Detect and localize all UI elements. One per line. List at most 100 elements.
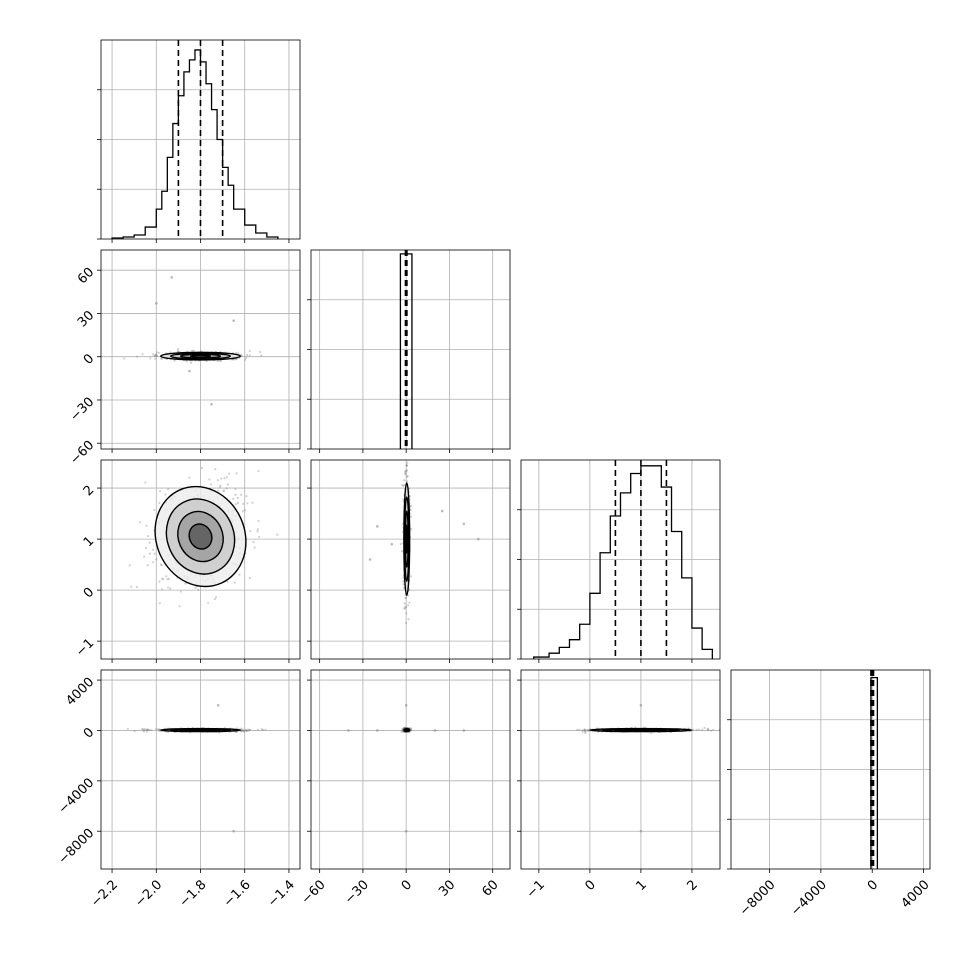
sample-point	[226, 483, 229, 486]
sample-point	[241, 510, 245, 513]
sample-point	[145, 524, 148, 527]
sample-point	[404, 469, 407, 472]
sample-point	[698, 728, 701, 731]
sample-point	[190, 349, 194, 352]
x-tick-label: −1.4	[265, 877, 298, 910]
sample-point	[146, 534, 150, 538]
sample-point	[151, 353, 155, 356]
sample-point	[245, 728, 248, 732]
sample-point	[123, 357, 126, 360]
outlier-point	[462, 522, 466, 526]
sample-point	[217, 489, 220, 492]
outlier-point	[216, 703, 220, 707]
sample-point	[650, 731, 653, 735]
sample-point	[227, 472, 231, 475]
contour-line	[154, 485, 247, 588]
sample-point	[232, 497, 235, 500]
sample-point	[409, 728, 413, 731]
sample-point	[256, 728, 259, 731]
outlier-point	[154, 302, 158, 305]
sample-point	[145, 730, 149, 733]
sample-point	[401, 727, 404, 731]
sample-point	[235, 472, 238, 475]
y-tick-label: −4000	[56, 776, 98, 818]
sample-point	[157, 728, 160, 731]
sample-point	[153, 552, 156, 555]
sample-point	[261, 728, 265, 731]
x-tick-label: −1.8	[177, 877, 210, 910]
sample-point	[158, 729, 161, 732]
sample-point	[405, 457, 407, 459]
sample-point	[179, 590, 182, 593]
sample-point	[576, 728, 579, 732]
sample-point	[707, 729, 710, 732]
sample-point	[146, 564, 149, 567]
sample-point	[165, 575, 168, 578]
outlier-point	[170, 276, 174, 279]
sample-point	[695, 728, 698, 731]
y-tick-label: −8000	[56, 826, 98, 868]
outlier-point	[433, 729, 437, 732]
sample-point	[240, 354, 243, 357]
sample-point	[248, 354, 251, 357]
sample-point	[248, 728, 251, 731]
sample-point	[160, 564, 163, 567]
sample-point	[169, 587, 172, 590]
outlier-point	[440, 509, 444, 513]
sample-point	[709, 729, 713, 732]
x-tick-label: −8000	[737, 877, 779, 919]
contour-line	[405, 524, 409, 554]
x-tick-label: −60	[299, 877, 329, 907]
x-tick-label: 0	[399, 877, 415, 893]
sample-point	[146, 728, 149, 731]
contour-line	[177, 510, 224, 563]
sample-point	[194, 586, 197, 589]
sample-point	[185, 360, 188, 363]
sample-point	[405, 470, 408, 473]
sample-point	[225, 487, 228, 490]
sample-point	[135, 585, 138, 589]
sample-point	[405, 480, 409, 483]
sample-point	[246, 728, 250, 731]
sample-point	[586, 728, 589, 732]
sample-point	[400, 550, 404, 553]
sample-point	[226, 580, 229, 583]
sample-point	[257, 470, 260, 473]
sample-point	[133, 730, 136, 733]
sample-point	[185, 427, 187, 429]
sample-point	[145, 728, 148, 732]
sample-point	[158, 580, 161, 583]
sample-point	[407, 618, 410, 621]
histogram-step	[111, 49, 279, 239]
sample-point	[242, 729, 245, 733]
sample-point	[235, 502, 238, 506]
sample-point	[216, 479, 219, 482]
sample-point	[406, 604, 410, 607]
y-tick-label: 4000	[63, 675, 97, 709]
sample-point	[153, 508, 156, 511]
sample-point	[126, 727, 129, 730]
sample-point	[130, 585, 133, 588]
outlier-point	[639, 703, 643, 707]
panel-frame	[310, 459, 511, 660]
sample-point	[143, 729, 146, 732]
sample-point	[176, 350, 179, 353]
y-tick-label: 2	[81, 483, 97, 499]
sample-point	[154, 353, 158, 356]
sample-point	[154, 357, 157, 360]
sample-point	[208, 478, 211, 481]
sample-point	[243, 730, 246, 733]
panel-3-1	[307, 669, 511, 873]
y-tick-label: 60	[75, 265, 97, 287]
sample-point	[143, 727, 146, 730]
sample-point	[578, 728, 581, 731]
sample-point	[192, 349, 195, 352]
sample-point	[240, 729, 244, 732]
sample-point	[184, 582, 187, 585]
sample-point	[233, 581, 236, 584]
sample-point	[581, 729, 584, 732]
x-tick-label: −1.6	[221, 877, 254, 910]
sample-point	[584, 730, 587, 733]
sample-point	[234, 493, 237, 496]
